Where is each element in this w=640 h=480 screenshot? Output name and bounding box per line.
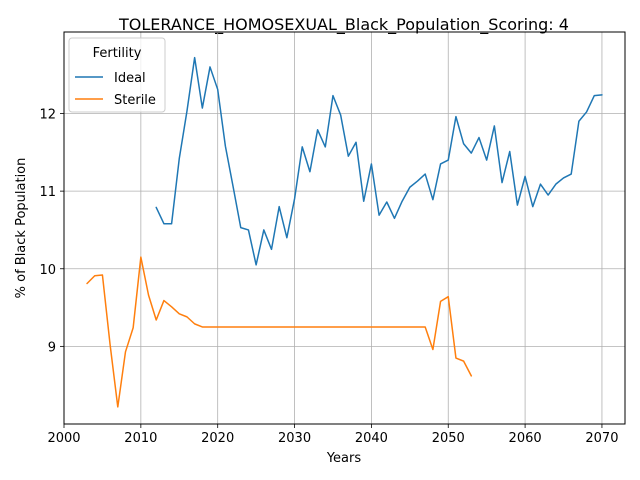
y-tick-label: 10	[39, 263, 56, 278]
y-tick-label: 9	[48, 340, 56, 355]
y-tick-label: 12	[39, 108, 56, 123]
x-tick-label: 2030	[278, 431, 311, 446]
y-axis-label: % of Black Population	[14, 158, 29, 299]
legend: Fertility Ideal Sterile	[68, 37, 166, 113]
series-group	[86, 56, 603, 408]
series-line-sterile	[86, 256, 473, 408]
x-tick-label: 2060	[509, 431, 542, 446]
legend-title: Fertility	[93, 46, 142, 61]
y-tick-label: 11	[39, 185, 56, 200]
x-tick-label: 2050	[432, 431, 465, 446]
x-tick-label: 2000	[47, 431, 80, 446]
legend-label-sterile: Sterile	[114, 93, 156, 108]
legend-box	[68, 37, 166, 113]
ticks: 2000 2010 2020 2030 2040 2050 2060 2070 9 10 11 12	[39, 108, 618, 446]
x-tick-label: 2040	[355, 431, 388, 446]
plot-frame	[63, 31, 626, 425]
x-tick-label: 2010	[124, 431, 157, 446]
series-line-ideal	[155, 56, 603, 266]
x-axis-label: Years	[326, 451, 362, 466]
x-tick-label: 2020	[201, 431, 234, 446]
x-tick-label: 2070	[585, 431, 618, 446]
legend-label-ideal: Ideal	[114, 71, 146, 86]
chart-title: TOLERANCE_HOMOSEXUAL_Black_Population_Sc…	[118, 15, 569, 35]
